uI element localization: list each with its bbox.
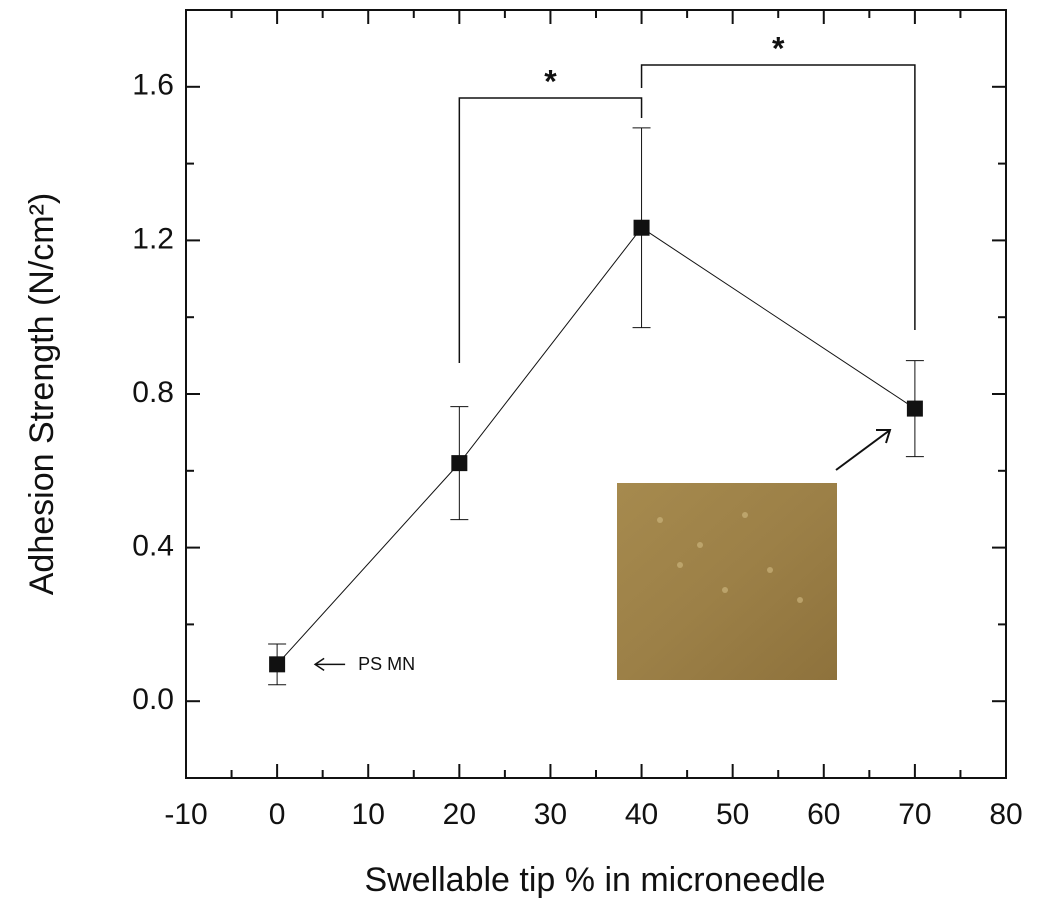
inset-arrow [835,429,891,471]
x-tick-label: 50 [716,798,749,831]
x-tick-label: 60 [807,798,840,831]
x-tick-label: 80 [989,798,1022,831]
y-tick-label: 1.6 [132,69,174,102]
x-tick-label: 0 [269,798,286,831]
speck [657,517,663,523]
significance-bracket [458,97,643,363]
speck [697,542,703,548]
annotation-arrowhead [313,657,325,671]
speck [722,587,728,593]
data-point [633,219,650,236]
significance-label: * [544,63,557,99]
y-tick-label: 0.0 [132,683,174,716]
x-tick-label: 20 [443,798,476,831]
x-tick-label: 40 [625,798,658,831]
significance-label: * [772,30,785,66]
speck [767,567,773,573]
speck [677,562,683,568]
x-axis-label: Swellable tip % in microneedle [364,861,825,899]
annotation-text: PS MN [358,654,415,674]
plot-frame [185,9,1007,779]
inset-arrow-head [876,429,892,444]
x-tick-label: 70 [898,798,931,831]
x-tick-label: 10 [352,798,385,831]
inset-photo [617,483,837,680]
y-tick-label: 0.8 [132,376,174,409]
y-tick-label: 0.4 [132,530,174,563]
significance-bracket [640,64,916,330]
data-point [269,656,286,673]
y-tick-label: 1.2 [132,222,174,255]
x-tick-label: 30 [534,798,567,831]
y-axis-label: Adhesion Strength (N/cm²) [23,193,61,596]
x-tick-label: -10 [164,798,207,831]
speck [742,512,748,518]
speck [797,597,803,603]
data-line [276,227,916,665]
data-point [451,455,468,472]
data-point [906,400,923,417]
inset-image [617,483,837,680]
